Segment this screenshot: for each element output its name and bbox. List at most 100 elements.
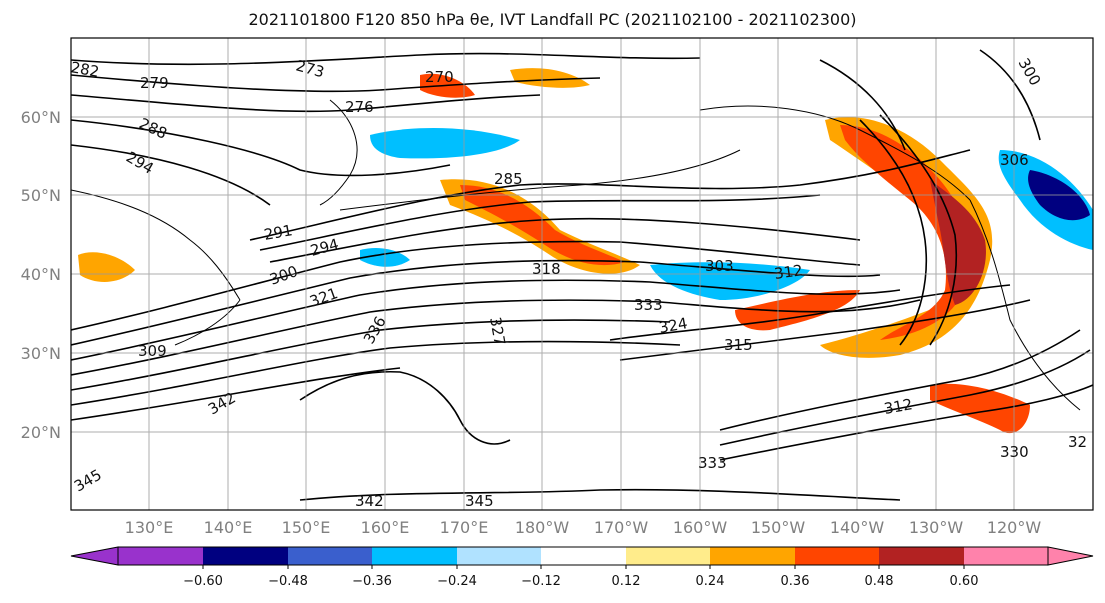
lat-label: 30°N <box>21 344 61 363</box>
lon-label: 160°E <box>361 518 410 537</box>
contour-line <box>71 52 701 66</box>
colorbar-segment <box>541 547 626 565</box>
colorbar-segment <box>626 547 710 565</box>
contour-line <box>71 279 901 361</box>
contour-label: 327 <box>486 316 509 347</box>
latitude-labels: 60°N 50°N 40°N 30°N 20°N <box>21 108 61 442</box>
coastline-alaska <box>699 105 971 201</box>
colorbar-segment <box>457 547 541 565</box>
colorbar-tick-label: 0.60 <box>950 574 979 589</box>
contour-line <box>71 259 881 346</box>
shade-central-negative <box>650 262 810 300</box>
lon-label: 140°W <box>830 518 885 537</box>
contour-label: 276 <box>345 98 374 116</box>
shade-southeast-positive <box>930 383 1030 434</box>
lat-label: 20°N <box>21 423 61 442</box>
contour-line <box>71 94 541 113</box>
contour-label: 345 <box>465 492 494 510</box>
colorbar-tick-label: 0.36 <box>781 574 810 589</box>
contour-label: 324 <box>658 314 689 337</box>
contour-line <box>879 114 958 346</box>
contour-line <box>299 488 901 501</box>
colorbar-segment <box>118 547 203 565</box>
colorbar-extend-high <box>1047 546 1094 566</box>
contour-label: 333 <box>634 296 663 314</box>
shade-gulf-alaska-core <box>840 125 969 340</box>
contour-line <box>819 59 906 151</box>
colorbar-tick-label: −0.60 <box>183 574 223 589</box>
colorbar-tick-label: −0.12 <box>521 574 561 589</box>
colorbar-tick-label: −0.24 <box>437 574 477 589</box>
contour-label: 303 <box>705 257 734 275</box>
contour-label: 282 <box>69 58 100 81</box>
lon-label: 140°E <box>204 518 253 537</box>
longitude-labels: 130°E 140°E 150°E 160°E 170°E 180°W 170°… <box>125 518 1042 537</box>
contour-label: 330 <box>1000 443 1029 461</box>
lon-label: 180°W <box>515 518 570 537</box>
contour-label: 270 <box>425 68 454 86</box>
colorbar-segment <box>710 547 795 565</box>
contour-line <box>71 340 681 406</box>
contour-line <box>71 119 451 177</box>
colorbar-segment <box>372 547 457 565</box>
contour-label: 342 <box>355 492 384 510</box>
lon-label: 150°E <box>282 518 331 537</box>
contour-line <box>71 144 271 206</box>
colorbar-segment <box>879 547 964 565</box>
contour-line <box>719 329 1081 431</box>
colorbar-tick-label: 0.12 <box>612 574 641 589</box>
colorbar-extend-low <box>70 546 119 566</box>
contour-line <box>249 149 971 241</box>
colorbar-tick-label: 0.24 <box>696 574 725 589</box>
lon-label: 170°E <box>440 518 489 537</box>
contour-label: 315 <box>724 336 753 354</box>
contour-line <box>71 299 921 376</box>
shade-japan-positive <box>78 252 135 282</box>
map-title: 2021101800 F120 850 hPa θe, IVT Landfall… <box>248 10 857 29</box>
contour-label: 333 <box>698 454 727 472</box>
contour-layer <box>71 49 1093 501</box>
contour-line <box>71 367 401 421</box>
lat-label: 50°N <box>21 186 61 205</box>
shade-gulf-alaska-positive <box>820 116 993 358</box>
contour-line <box>719 384 1093 461</box>
lat-label: 60°N <box>21 108 61 127</box>
coastline-layer <box>71 99 1081 411</box>
lon-label: 130°E <box>125 518 174 537</box>
shade-subtropic-positive <box>735 290 860 331</box>
lat-label: 40°N <box>21 265 61 284</box>
contour-label: 318 <box>532 260 561 278</box>
contour-line <box>71 319 671 391</box>
shade-northwest-positive <box>510 68 590 88</box>
coastline-kamchatka <box>319 99 358 206</box>
contour-label: 309 <box>138 342 167 360</box>
contour-label: 32 <box>1068 433 1087 451</box>
lon-label: 150°W <box>751 518 806 537</box>
shade-okhotsk-negative <box>370 128 520 159</box>
contour-label: 306 <box>1000 151 1029 169</box>
contour-label: 279 <box>140 74 169 92</box>
contour-line <box>859 119 928 346</box>
colorbar-tick-label: −0.48 <box>268 574 308 589</box>
lon-label: 160°W <box>673 518 728 537</box>
colorbar: −0.60 −0.48 −0.36 −0.24 −0.12 0.12 0.24 … <box>70 546 1094 589</box>
contour-label: 291 <box>263 221 294 244</box>
colorbar-segment <box>288 547 372 565</box>
colorbar-segment <box>795 547 879 565</box>
contour-line <box>259 194 821 251</box>
contour-line <box>719 349 1091 446</box>
contour-line <box>299 370 511 445</box>
colorbar-segment <box>964 547 1048 565</box>
contour-label: 312 <box>773 261 804 283</box>
contour-line <box>619 299 1031 361</box>
contour-line <box>269 217 861 263</box>
lon-label: 170°W <box>594 518 649 537</box>
contour-label: 312 <box>883 395 914 418</box>
colorbar-segment <box>203 547 288 565</box>
coastline-aleutians <box>339 149 741 211</box>
coastline-north-america <box>969 199 1081 411</box>
coastline-asia <box>71 189 241 346</box>
contour-label: 285 <box>494 170 523 188</box>
contour-line <box>979 49 1041 141</box>
